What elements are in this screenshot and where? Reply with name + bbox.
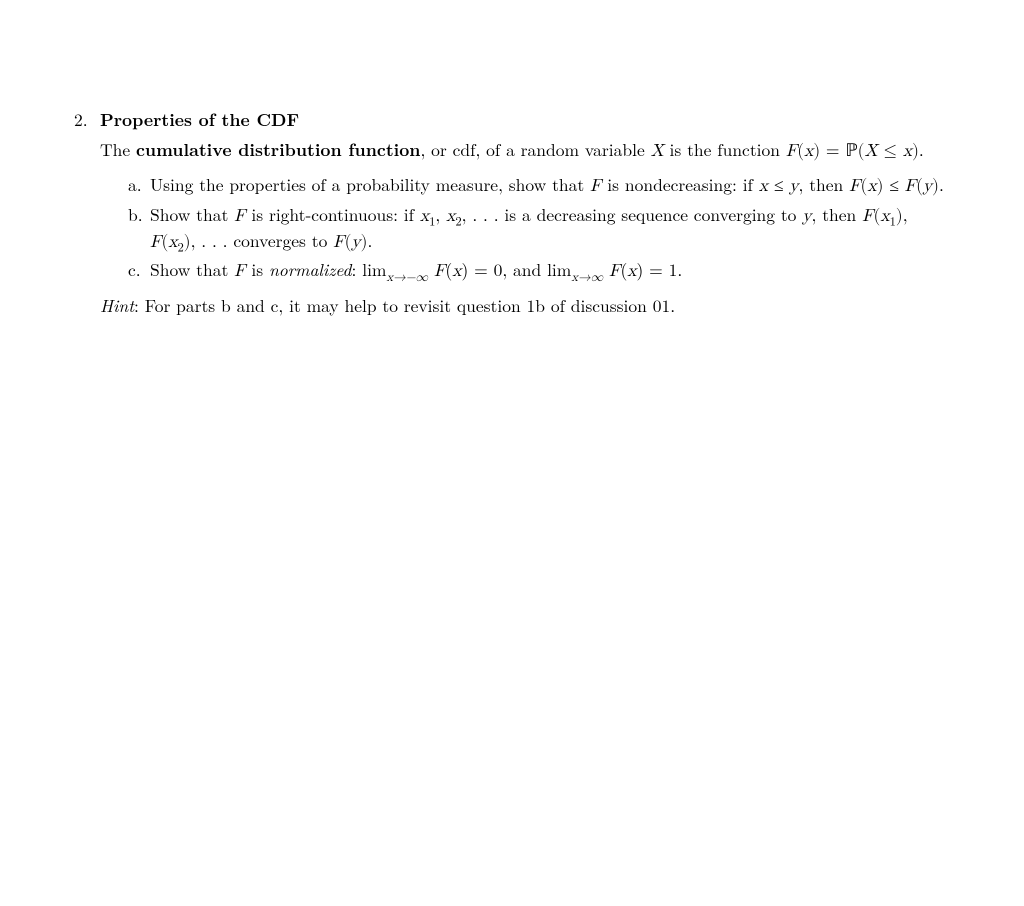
leq: ≤ — [883, 172, 904, 197]
text: converges to — [228, 228, 334, 253]
text: : — [352, 257, 363, 282]
math-F: F — [905, 178, 916, 195]
text: , then — [799, 172, 850, 197]
part-body: Using the properties of a probability me… — [150, 173, 950, 199]
equals-zero: = 0 — [468, 257, 502, 282]
math-F: F — [786, 143, 797, 160]
limit-expr-1: limx→−∞ F(x) = 0 — [362, 257, 502, 282]
lim: lim — [547, 257, 571, 282]
paren: ) — [184, 234, 191, 251]
text: Show that — [150, 202, 234, 227]
part-label: b. — [128, 203, 150, 254]
math-x: x — [446, 208, 455, 225]
intro-text: The — [100, 137, 136, 162]
part-label: c. — [128, 258, 150, 284]
math-x: x — [804, 143, 813, 160]
math-x1: x1 — [420, 208, 436, 225]
math-F: F — [234, 208, 245, 225]
math-Fx2: F(x2) — [150, 234, 191, 251]
cdf-def: F(x) = ℙ(X ≤ x) — [786, 143, 919, 160]
text: is a decreasing sequence converging to — [499, 202, 803, 227]
ellipsis: , . . . — [462, 202, 499, 227]
text: Show that — [150, 257, 234, 282]
problem-2: 2. Properties of the CDF The cumulative … — [74, 108, 950, 317]
math-x: x — [168, 234, 177, 251]
text: is nondecreasing: if — [601, 172, 758, 197]
math-Fx: F(x) — [849, 178, 883, 195]
math-y: y — [923, 178, 932, 195]
part-c: c. Show that F is normalized: limx→−∞ F(… — [128, 258, 950, 284]
term-normalized: normalized — [269, 257, 352, 282]
math-F: F — [849, 178, 860, 195]
leq: ≤ — [878, 143, 903, 160]
period: . — [939, 172, 944, 197]
paren: ) — [896, 208, 903, 225]
paren: ) — [932, 178, 939, 195]
math-y: y — [802, 208, 811, 225]
text: is right-continuous: if — [246, 202, 420, 227]
lim-subscript: x→−∞ — [387, 272, 429, 284]
problem-title: Properties of the CDF — [100, 108, 950, 132]
comma: , — [903, 202, 908, 227]
hint: Hint: For parts b and c, it may help to … — [100, 294, 950, 318]
part-body: Show that F is normalized: limx→−∞ F(x) … — [150, 258, 950, 284]
leq: ≤ — [768, 172, 789, 197]
subparts: a. Using the properties of a probability… — [100, 173, 950, 284]
hint-label: Hint — [100, 293, 134, 318]
text: , and — [502, 257, 547, 282]
paren: ( — [916, 178, 923, 195]
math-y: y — [789, 178, 798, 195]
part-b: b. Show that F is right-continuous: if x… — [128, 203, 950, 254]
math-y: y — [351, 234, 360, 251]
comma: , — [435, 202, 446, 227]
math-F: F — [590, 178, 601, 195]
problem-number: 2. — [74, 108, 100, 317]
text: is — [246, 257, 269, 282]
math-F: F — [862, 208, 873, 225]
intro-text: is the function — [664, 137, 786, 162]
var-X: X — [651, 143, 664, 160]
problem-intro: The cumulative distribution function, or… — [100, 138, 950, 164]
problem-body: Properties of the CDF The cumulative dis… — [100, 108, 950, 317]
math-F: F — [150, 234, 161, 251]
math-P: ℙ — [845, 140, 857, 160]
math-F: F — [333, 234, 344, 251]
text: , then — [812, 202, 863, 227]
math-x: x — [903, 143, 912, 160]
math-Fy: F(y) — [333, 234, 367, 251]
period: . — [677, 257, 682, 282]
limit-expr-2: limx→∞ F(x) = 1 — [547, 257, 677, 282]
page: 2. Properties of the CDF The cumulative … — [0, 0, 1024, 317]
part-label: a. — [128, 173, 150, 199]
math-F: F — [434, 263, 445, 280]
equals-one: = 1 — [643, 257, 677, 282]
text: Using the properties of a probability me… — [150, 172, 590, 197]
math-x: x — [627, 263, 636, 280]
math-x: x — [420, 208, 429, 225]
math-Fx1: F(x1) — [862, 208, 903, 225]
lim: lim — [362, 257, 386, 282]
ellipsis: , . . . — [191, 228, 228, 253]
lim-subscript: x→∞ — [571, 272, 603, 284]
intro-bold-term: cumulative distribution function — [136, 137, 421, 162]
part-a: a. Using the properties of a probability… — [128, 173, 950, 199]
math-F: F — [234, 263, 245, 280]
math-x: x — [867, 178, 876, 195]
period: . — [919, 137, 924, 162]
part-body: Show that F is right-continuous: if x1 , … — [150, 203, 950, 254]
math-F: F — [609, 263, 620, 280]
intro-text: , or cdf, of a random variable — [420, 137, 650, 162]
equals: = — [820, 143, 845, 160]
hint-text: : For parts b and c, it may help to revi… — [134, 293, 675, 318]
paren: ) — [912, 143, 919, 160]
math-x: x — [880, 208, 889, 225]
math-x2: x2 — [446, 208, 462, 225]
period: . — [367, 228, 372, 253]
math-X: X — [864, 143, 877, 160]
math-x: x — [759, 178, 768, 195]
math-Fy: F(y) — [905, 178, 939, 195]
